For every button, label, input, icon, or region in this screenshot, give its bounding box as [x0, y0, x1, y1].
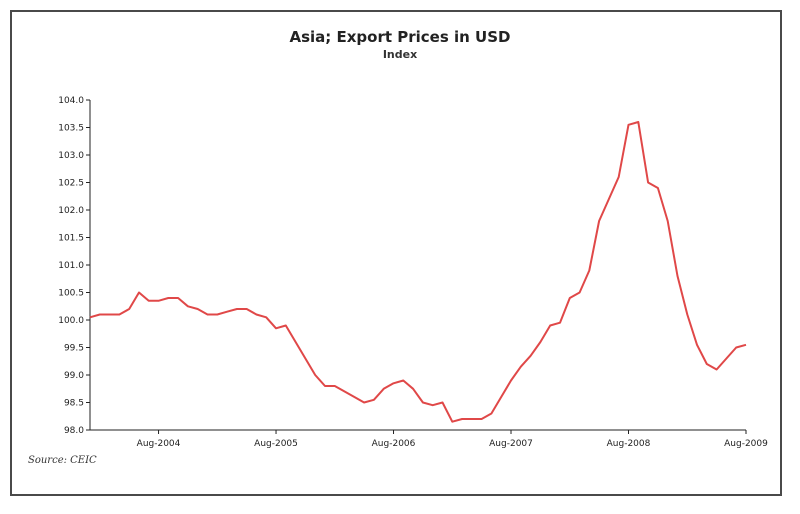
x-tick-label: Aug-2007: [489, 439, 533, 449]
chart-title: Asia; Export Prices in USD: [289, 28, 511, 46]
y-tick-label: 104.0: [58, 96, 84, 106]
y-tick-label: 98.5: [64, 399, 84, 409]
x-tick-label: Aug-2009: [724, 439, 768, 449]
x-tick-label: Aug-2005: [254, 439, 298, 449]
series-line: [89, 121, 747, 423]
y-tick-label: 102.5: [58, 179, 84, 189]
y-tick-label: 103.0: [58, 151, 84, 161]
y-tick-label: 98.0: [64, 426, 84, 436]
x-tick-label: Aug-2008: [607, 439, 651, 449]
source-note: Source: CEIC: [28, 455, 97, 466]
y-tick-label: 99.5: [64, 344, 84, 354]
y-tick-label: 101.5: [58, 234, 84, 244]
chart-subtitle: Index: [382, 48, 418, 61]
chart-frame: [10, 10, 782, 496]
x-tick-label: Aug-2006: [372, 439, 416, 449]
y-tick-label: 102.0: [58, 206, 84, 216]
y-tick-label: 99.0: [64, 371, 84, 381]
y-tick-label: 101.0: [58, 261, 84, 271]
y-tick-label: 103.5: [58, 124, 84, 134]
x-tick-label: Aug-2004: [137, 439, 181, 449]
y-tick-label: 100.0: [58, 316, 84, 326]
y-tick-label: 100.5: [58, 289, 84, 299]
